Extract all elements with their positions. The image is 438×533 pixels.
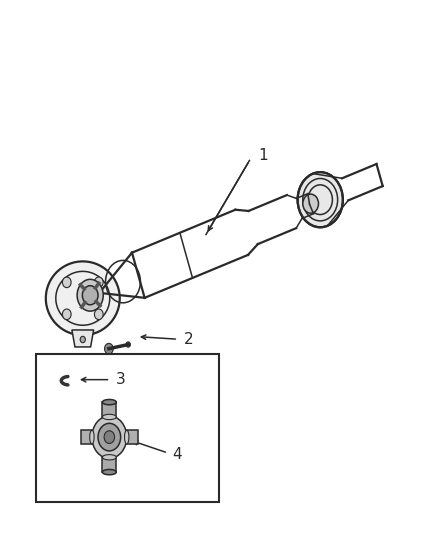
Circle shape [95, 309, 103, 320]
Text: 4: 4 [173, 447, 182, 462]
Ellipse shape [124, 430, 129, 444]
Bar [102, 457, 116, 472]
Circle shape [63, 309, 71, 320]
Circle shape [303, 194, 318, 213]
Polygon shape [46, 261, 120, 335]
Text: 3: 3 [116, 372, 125, 387]
Circle shape [98, 423, 120, 451]
Circle shape [297, 172, 343, 227]
Circle shape [105, 343, 113, 354]
Bar [127, 430, 138, 444]
Polygon shape [72, 330, 94, 347]
Circle shape [82, 286, 98, 305]
Circle shape [104, 431, 115, 443]
Circle shape [77, 279, 103, 311]
Circle shape [126, 342, 131, 347]
Circle shape [63, 277, 71, 288]
Text: 2: 2 [184, 332, 193, 347]
Bar [102, 402, 116, 417]
Circle shape [92, 416, 127, 458]
Ellipse shape [102, 399, 116, 405]
Ellipse shape [102, 470, 116, 475]
Ellipse shape [90, 430, 94, 444]
Bar [36, 354, 219, 503]
Ellipse shape [102, 414, 116, 419]
Circle shape [80, 336, 85, 343]
Circle shape [95, 277, 103, 288]
Ellipse shape [102, 455, 116, 460]
Text: 1: 1 [258, 148, 268, 163]
Bar [81, 430, 92, 444]
